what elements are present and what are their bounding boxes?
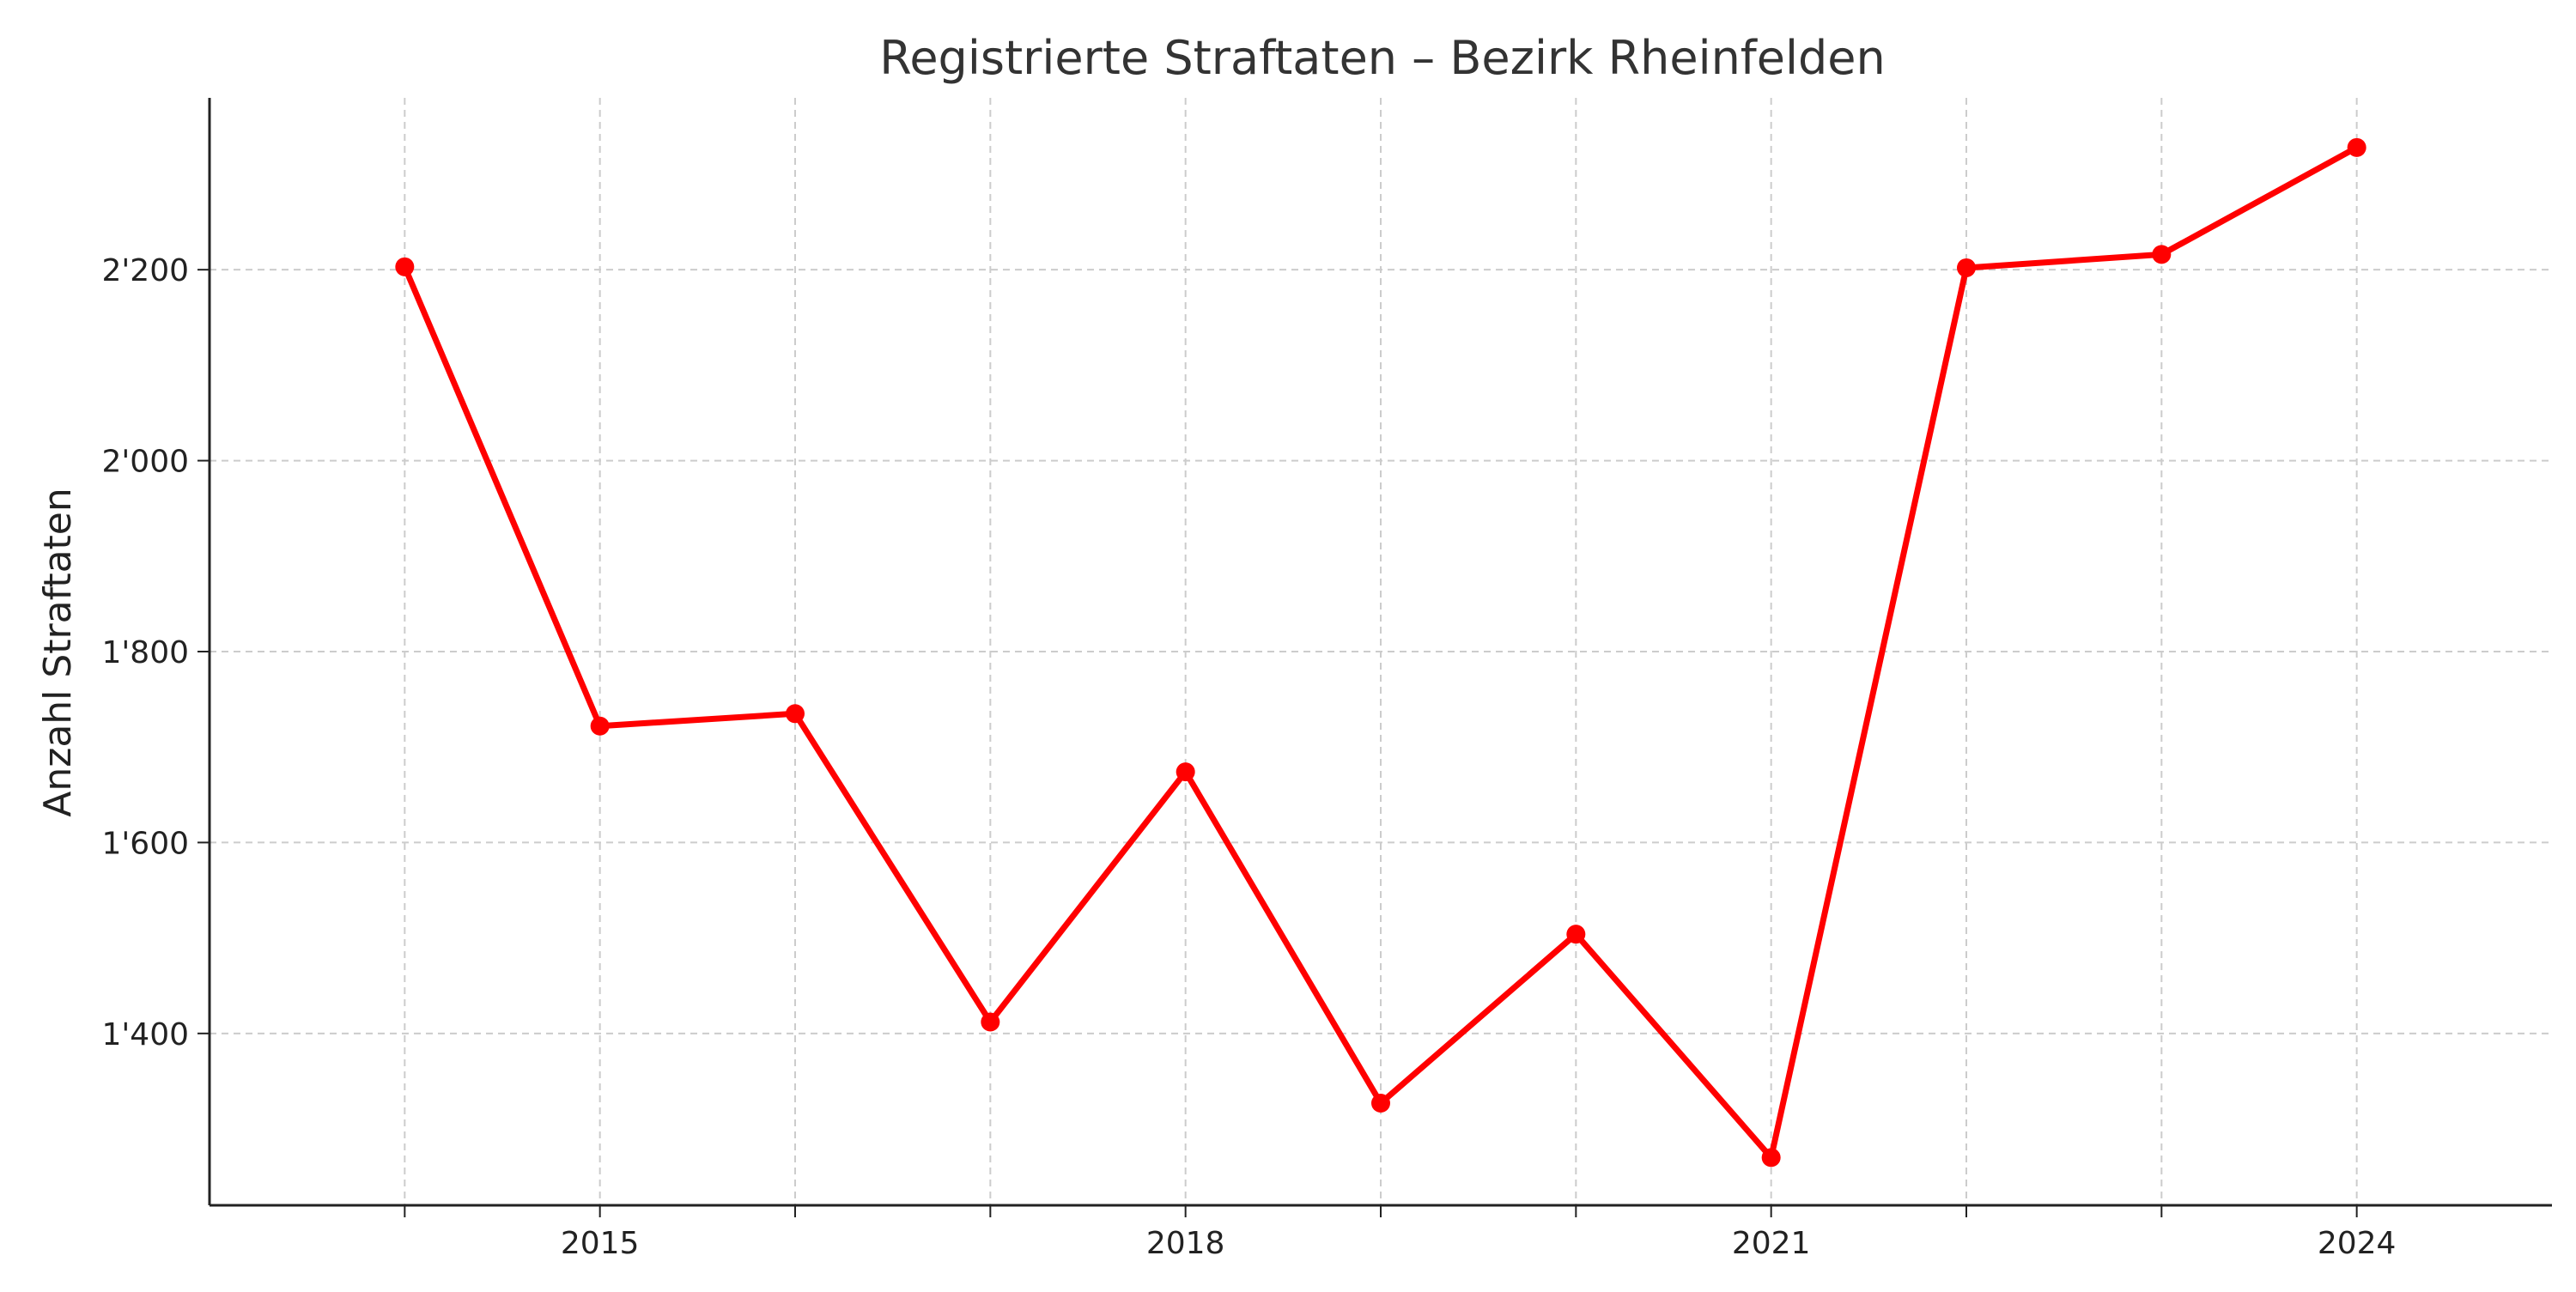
- data-point: [1176, 762, 1195, 782]
- data-point: [1761, 1148, 1781, 1168]
- data-point: [395, 257, 415, 276]
- y-tick-label: 1'600: [101, 826, 189, 861]
- data-point: [1566, 925, 1586, 944]
- data-point: [590, 716, 610, 736]
- data-point: [2347, 137, 2366, 157]
- y-tick-label: 1'800: [101, 635, 189, 670]
- grid-lines: [210, 98, 2552, 1205]
- x-tick-label: 2015: [561, 1226, 640, 1261]
- chart-title: Registrierte Straftaten – Bezirk Rheinfe…: [879, 31, 1886, 85]
- x-tick-label: 2021: [1732, 1226, 1811, 1261]
- axis-ticks: 2015 2018 2021 2024 1'400 1'600 1'800 2'000 2'20…: [101, 253, 2396, 1261]
- data-point: [1957, 258, 1976, 277]
- y-tick-label: 2'200: [101, 253, 189, 288]
- x-tick-label: 2024: [2318, 1226, 2397, 1261]
- y-axis-label: Anzahl Straftaten: [36, 488, 80, 817]
- y-tick-label: 2'000: [101, 445, 189, 480]
- x-tick-label: 2018: [1146, 1226, 1225, 1261]
- data-point: [981, 1012, 1000, 1032]
- data-point: [786, 704, 805, 724]
- data-point: [2152, 245, 2172, 264]
- data-point: [1371, 1094, 1390, 1113]
- y-tick-label: 1'400: [101, 1017, 189, 1052]
- series-layer: [395, 137, 2366, 1168]
